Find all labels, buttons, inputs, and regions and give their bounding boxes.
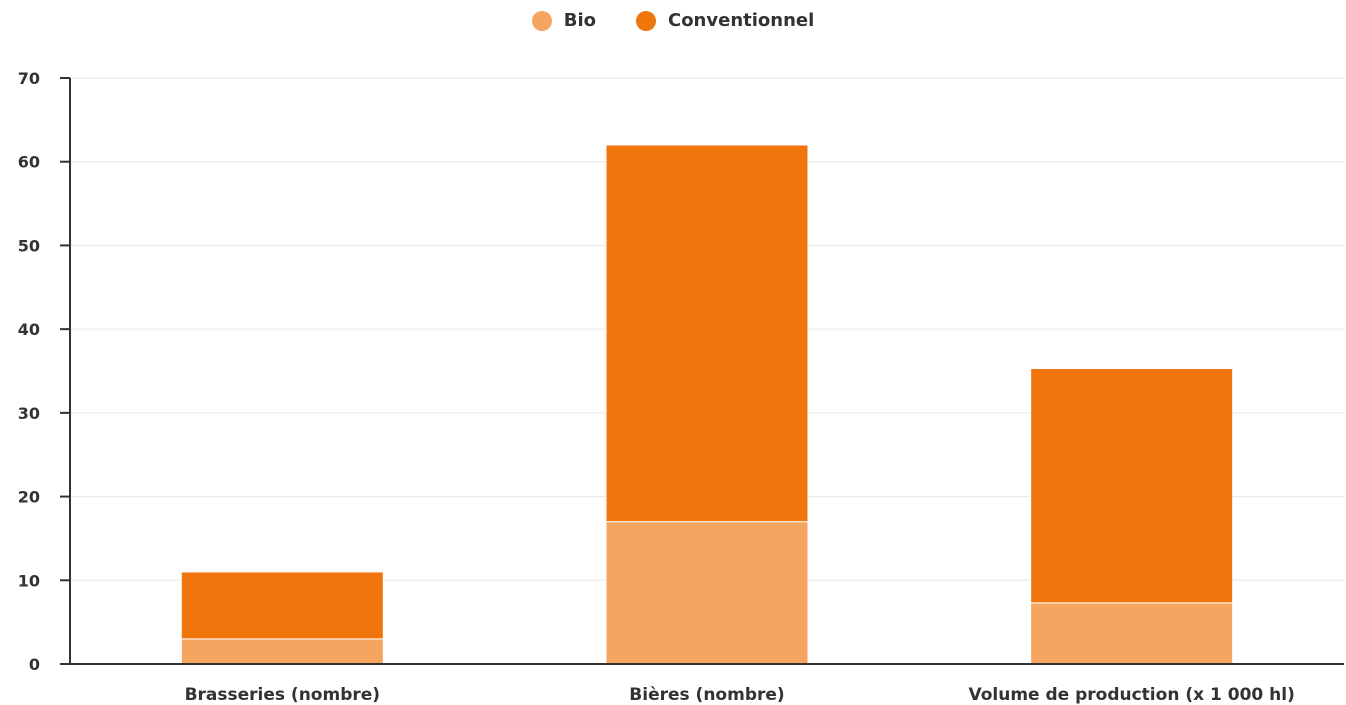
x-tick-label: Bières (nombre) bbox=[629, 685, 784, 705]
bar-bio bbox=[180, 638, 384, 665]
bar-conventionnel bbox=[180, 571, 384, 640]
bar-bio bbox=[605, 521, 809, 665]
legend-item-bio[interactable]: Bio bbox=[531, 10, 596, 31]
bar-bio bbox=[1030, 602, 1234, 665]
bar-conventionnel bbox=[605, 144, 809, 523]
x-tick-label: Brasseries (nombre) bbox=[185, 685, 380, 705]
legend-label-bio: Bio bbox=[563, 10, 596, 31]
y-tick-label: 60 bbox=[18, 153, 40, 172]
y-tick-label: 70 bbox=[18, 69, 40, 88]
legend-swatch-conventionnel bbox=[635, 10, 656, 31]
y-tick-label: 10 bbox=[18, 571, 40, 590]
x-tick-label: Volume de production (x 1 000 hl) bbox=[968, 685, 1294, 705]
y-tick-label: 0 bbox=[29, 655, 40, 674]
legend-label-conventionnel: Conventionnel bbox=[667, 10, 815, 31]
bar-conventionnel bbox=[1030, 367, 1234, 604]
y-tick-label: 20 bbox=[18, 488, 40, 507]
y-tick-label: 30 bbox=[18, 404, 40, 423]
legend-swatch-bio bbox=[531, 10, 552, 31]
y-tick-label: 40 bbox=[18, 320, 40, 339]
legend-item-conventionnel[interactable]: Conventionnel bbox=[635, 10, 815, 31]
chart-legend: Bio Conventionnel bbox=[0, 10, 1346, 31]
y-tick-label: 50 bbox=[18, 236, 40, 255]
